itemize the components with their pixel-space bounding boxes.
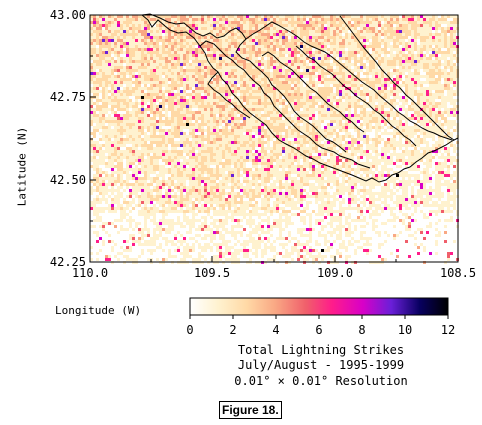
lon-tick-label: 109.5 — [194, 266, 230, 280]
mountain-outline — [141, 13, 459, 183]
lon-tick-label: 110.0 — [72, 266, 108, 280]
colorbar-tick-label: 4 — [272, 323, 279, 337]
lat-tick-label: 42.50 — [50, 173, 86, 187]
colorbar-title-line-3: 0.01° × 0.01° Resolution — [234, 374, 408, 388]
lon-tick-label: 108.5 — [440, 266, 476, 280]
lat-tick-label: 42.25 — [50, 255, 86, 269]
latitude-axis-label: Latitude (N) — [15, 126, 29, 207]
colorbar-title-line-1: Total Lightning Strikes — [237, 343, 405, 357]
lat-tick-label: 42.75 — [50, 90, 86, 104]
colorbar-tick-label: 12 — [441, 323, 455, 337]
colorbar-tick-label: 0 — [186, 323, 193, 337]
figure-label: Figure 18. — [219, 401, 282, 419]
lat-tick-label: 43.00 — [50, 8, 86, 22]
colorbar-tick-marks — [189, 315, 449, 319]
lightning-density-grid — [90, 15, 459, 264]
colorbar-tick-label: 2 — [229, 323, 236, 337]
colorbar-tick-label: 10 — [398, 323, 412, 337]
colorbar-tick-label: 8 — [358, 323, 365, 337]
colorbar-title-line-2: July/August - 1995-1999 — [237, 358, 405, 372]
lat-tick-marks — [90, 14, 96, 263]
longitude-axis-label: Longitude (W) — [55, 304, 142, 317]
lon-tick-label: 109.0 — [317, 266, 353, 280]
colorbar — [189, 297, 449, 316]
colorbar-tick-label: 6 — [315, 323, 322, 337]
lon-tick-marks — [89, 256, 459, 262]
